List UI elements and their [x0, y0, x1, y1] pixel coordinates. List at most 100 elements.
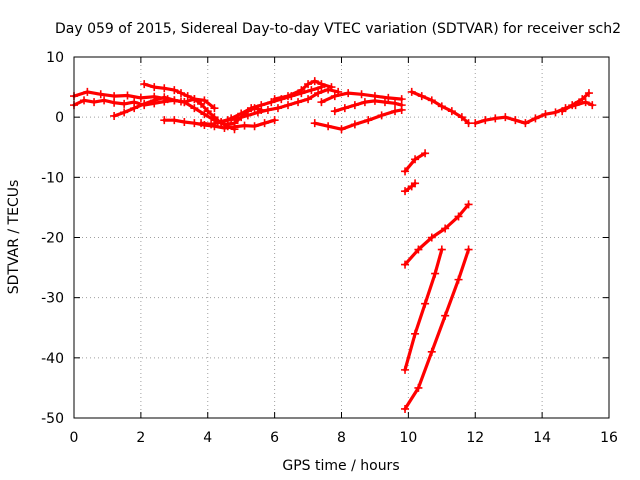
y-tick-label: -50	[41, 411, 64, 427]
data-point	[307, 86, 316, 95]
data-point	[180, 98, 189, 107]
x-tick-label: 0	[70, 430, 79, 446]
data-point	[441, 311, 450, 320]
data-point	[294, 98, 303, 107]
data-point	[330, 107, 339, 116]
x-tick-label: 12	[466, 430, 484, 446]
data-point	[457, 113, 466, 122]
data-point	[521, 119, 530, 128]
data-point	[190, 119, 199, 128]
data-point	[337, 125, 346, 134]
data-point	[150, 83, 159, 92]
data-point	[531, 114, 540, 123]
data-point	[263, 105, 272, 114]
series-track-14	[558, 89, 593, 116]
y-tick-label: -10	[41, 170, 64, 186]
data-point	[464, 119, 473, 128]
data-point	[253, 108, 262, 117]
data-point	[100, 96, 109, 105]
data-point	[364, 116, 373, 125]
data-point	[190, 95, 199, 104]
data-point	[397, 95, 406, 104]
data-point	[568, 101, 577, 110]
series-track-07	[213, 85, 343, 126]
data-point	[407, 87, 416, 96]
data-point	[384, 93, 393, 102]
series-track-16	[401, 179, 420, 196]
series-track-12	[407, 87, 473, 128]
x-tick-label: 4	[203, 430, 212, 446]
data-point	[401, 404, 410, 413]
data-point	[297, 86, 306, 95]
data-point	[257, 101, 266, 110]
data-point	[481, 116, 490, 125]
series-line	[403, 247, 444, 372]
data-point	[391, 107, 399, 116]
data-point	[511, 116, 520, 125]
data-point	[243, 111, 252, 120]
data-point	[558, 107, 567, 116]
x-tick-label: 16	[600, 430, 618, 446]
data-point	[471, 119, 480, 128]
data-point	[233, 114, 242, 123]
data-point	[588, 101, 597, 110]
data-point	[170, 86, 179, 95]
data-point	[437, 245, 446, 254]
y-tick-label: -20	[41, 231, 64, 247]
data-point	[136, 93, 145, 102]
data-point	[203, 107, 212, 116]
axis-ticks: 0 2 4 6 8 10 12 14 16 -50 -40 -30 -20 -10 0 10	[41, 50, 618, 446]
data-point	[160, 84, 169, 93]
data-point	[317, 80, 326, 89]
data-point	[207, 120, 216, 129]
data-point	[96, 90, 105, 99]
data-point	[454, 275, 463, 284]
data-point	[391, 99, 399, 108]
series-track-11	[317, 89, 406, 107]
data-point	[411, 179, 420, 188]
data-point	[314, 89, 323, 98]
series-track-18	[401, 245, 446, 374]
data-point	[304, 95, 313, 104]
data-point	[220, 123, 229, 132]
data-point	[437, 102, 446, 111]
data-point	[411, 155, 420, 164]
series-track-19	[401, 245, 473, 413]
data-point	[491, 114, 500, 123]
y-tick-label: 0	[55, 110, 64, 126]
data-point	[170, 116, 179, 125]
data-point	[454, 212, 463, 221]
y-axis-label: SDTVAR / TECUs	[6, 180, 22, 295]
data-point	[230, 122, 239, 131]
series-track-08	[270, 77, 336, 104]
data-point	[324, 122, 333, 131]
data-point	[401, 167, 410, 176]
data-point	[284, 101, 292, 110]
data-point	[427, 96, 436, 105]
data-point	[273, 104, 282, 113]
data-point	[270, 95, 279, 104]
x-axis-label: GPS time / hours	[282, 458, 399, 474]
data-point	[441, 224, 450, 233]
data-point	[160, 93, 169, 102]
data-point	[213, 117, 222, 126]
series-line	[403, 247, 471, 411]
data-point	[284, 92, 292, 101]
data-point	[360, 98, 369, 107]
data-point	[110, 111, 119, 120]
data-point	[401, 187, 410, 196]
data-point	[377, 111, 386, 120]
y-tick-label: -40	[41, 351, 64, 367]
y-tick-label: -30	[41, 291, 64, 307]
x-tick-label: 2	[136, 430, 145, 446]
series-track-09	[310, 105, 406, 134]
data-point	[170, 96, 179, 105]
data-point	[250, 122, 259, 131]
data-point	[310, 119, 319, 128]
data-point	[197, 119, 206, 128]
data-point	[130, 104, 139, 113]
data-point	[247, 104, 256, 113]
data-point	[160, 116, 169, 125]
data-point	[330, 92, 339, 101]
